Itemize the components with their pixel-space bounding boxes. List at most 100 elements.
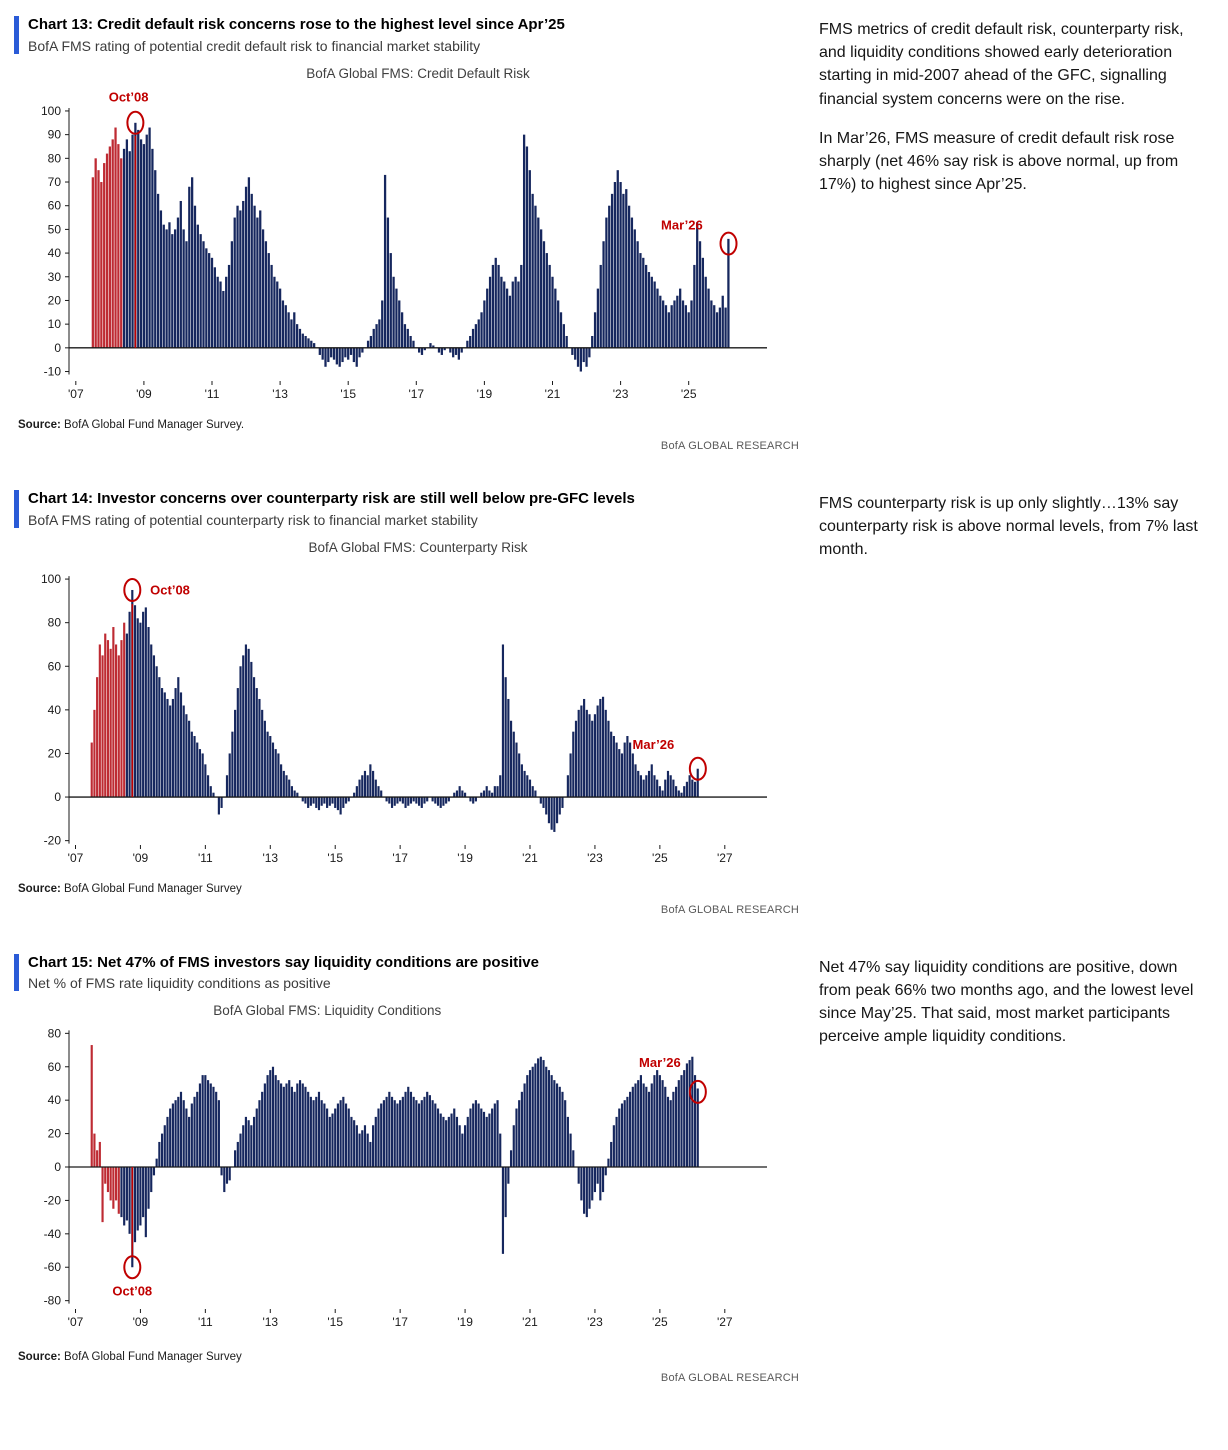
svg-text:0: 0 [54, 790, 61, 804]
chart13-title: Chart 13: Credit default risk concerns r… [28, 16, 565, 33]
svg-text:'23: '23 [587, 851, 603, 865]
chart15-subtitle: Net % of FMS rate liquidity conditions a… [28, 975, 331, 992]
svg-text:20: 20 [48, 746, 62, 760]
chart14-title-group: Chart 14: Investor concerns over counter… [28, 490, 635, 528]
svg-text:-20: -20 [44, 833, 62, 847]
svg-text:'07: '07 [68, 851, 84, 865]
svg-text:'15: '15 [327, 851, 343, 865]
chart13-block: Chart 13: Credit default risk concerns r… [14, 16, 809, 452]
commentary-paragraph: FMS counterparty risk is up only slightl… [819, 494, 1198, 559]
svg-text:Oct’08: Oct’08 [112, 1284, 152, 1299]
svg-text:'27: '27 [717, 1315, 733, 1329]
svg-text:'23: '23 [613, 387, 629, 401]
source-text: BofA Global Fund Manager Survey. [64, 418, 245, 431]
chart13-section: Chart 13: Credit default risk concerns r… [14, 16, 1218, 452]
chart14-source: Source: BofA Global Fund Manager Survey [18, 883, 809, 895]
source-label: Source: [18, 1351, 61, 1364]
chart13-title-group: Chart 13: Credit default risk concerns r… [28, 16, 565, 54]
svg-text:60: 60 [48, 198, 62, 212]
svg-text:70: 70 [48, 175, 62, 189]
source-text: BofA Global Fund Manager Survey [64, 882, 242, 895]
svg-text:'19: '19 [457, 851, 473, 865]
svg-text:'21: '21 [545, 387, 561, 401]
chart14-plot: 100 80 60 40 20 0 -20 '07 '09 '11 '13 '15 '17 '19 '21 '… [41, 540, 767, 865]
svg-text:40: 40 [48, 1093, 62, 1107]
svg-text:60: 60 [48, 659, 62, 673]
chart14-commentary: FMS counterparty risk is up only slightl… [809, 490, 1218, 916]
svg-text:'07: '07 [68, 1315, 84, 1329]
svg-text:'11: '11 [198, 1315, 213, 1329]
svg-text:Mar’26: Mar’26 [633, 737, 675, 752]
chart15-title-group: Chart 15: Net 47% of FMS investors say l… [28, 954, 539, 992]
svg-text:'21: '21 [522, 851, 538, 865]
svg-text:'15: '15 [327, 1315, 343, 1329]
chart14-section: Chart 14: Investor concerns over counter… [14, 489, 1218, 916]
report-page: Chart 13: Credit default risk concerns r… [14, 16, 1218, 1385]
svg-text:'09: '09 [136, 387, 152, 401]
svg-text:'13: '13 [262, 1315, 278, 1329]
svg-text:-60: -60 [44, 1260, 62, 1274]
chart14-title: Chart 14: Investor concerns over counter… [28, 489, 635, 507]
chart15-source: Source: BofA Global Fund Manager Survey [18, 1351, 809, 1363]
svg-text:20: 20 [48, 293, 62, 307]
svg-text:10: 10 [48, 317, 62, 331]
source-text: BofA Global Fund Manager Survey [64, 1351, 242, 1364]
chart13-source: Source: BofA Global Fund Manager Survey. [18, 419, 809, 431]
chart13-commentary: FMS metrics of credit default risk, coun… [809, 16, 1218, 452]
chart14-header: Chart 14: Investor concerns over counter… [14, 489, 809, 528]
title-accent-bar [14, 953, 19, 992]
svg-text:-20: -20 [44, 1194, 62, 1208]
svg-text:Mar’26: Mar’26 [639, 1055, 681, 1070]
svg-text:80: 80 [48, 615, 62, 629]
svg-text:30: 30 [48, 270, 62, 284]
svg-text:40: 40 [48, 702, 62, 716]
title-accent-bar [14, 16, 19, 54]
svg-text:80: 80 [48, 1027, 62, 1041]
commentary-paragraph: Net 47% say liquidity conditions are pos… [819, 958, 1194, 1046]
svg-text:0: 0 [54, 341, 61, 355]
svg-text:'11: '11 [205, 387, 220, 401]
svg-text:'17: '17 [408, 387, 424, 401]
svg-text:20: 20 [48, 1127, 62, 1141]
bars [90, 1045, 699, 1268]
chart15-block: Chart 15: Net 47% of FMS investors say l… [14, 953, 809, 1385]
svg-text:'09: '09 [133, 851, 149, 865]
svg-text:-80: -80 [44, 1294, 62, 1308]
chart15-title: Chart 15: Net 47% of FMS investors say l… [28, 953, 539, 971]
bars [91, 122, 730, 372]
svg-text:'25: '25 [652, 1315, 668, 1329]
svg-text:'21: '21 [522, 1315, 538, 1329]
svg-text:90: 90 [48, 127, 62, 141]
title-accent-bar [14, 489, 19, 528]
svg-text:'17: '17 [392, 851, 408, 865]
svg-text:'25: '25 [652, 851, 668, 865]
commentary-paragraph: In Mar’26, FMS measure of credit default… [819, 129, 1179, 194]
bars [90, 589, 699, 832]
svg-text:'13: '13 [272, 387, 288, 401]
svg-text:'23: '23 [587, 1315, 603, 1329]
svg-text:0: 0 [54, 1160, 61, 1174]
svg-text:'13: '13 [262, 851, 278, 865]
svg-text:Mar’26: Mar’26 [661, 217, 703, 232]
source-label: Source: [18, 418, 61, 431]
svg-text:'17: '17 [392, 1315, 408, 1329]
svg-text:60: 60 [48, 1060, 62, 1074]
svg-text:-10: -10 [44, 364, 62, 378]
chart13-header: Chart 13: Credit default risk concerns r… [14, 16, 809, 54]
svg-text:BofA Global FMS: Liquidity Con: BofA Global FMS: Liquidity Conditions [213, 1003, 441, 1018]
svg-text:'07: '07 [68, 387, 84, 401]
chart15-header: Chart 15: Net 47% of FMS investors say l… [14, 953, 809, 992]
svg-text:BofA Global FMS: Counterparty: BofA Global FMS: Counterparty Risk [308, 540, 527, 555]
svg-text:100: 100 [41, 104, 61, 118]
svg-text:50: 50 [48, 222, 62, 236]
commentary-paragraph: FMS metrics of credit default risk, coun… [819, 21, 1184, 108]
svg-text:'15: '15 [340, 387, 356, 401]
chart15-section: Chart 15: Net 47% of FMS investors say l… [14, 953, 1218, 1385]
svg-text:'11: '11 [198, 851, 213, 865]
svg-text:'19: '19 [477, 387, 493, 401]
svg-text:40: 40 [48, 246, 62, 260]
research-brand: BofA GLOBAL RESEARCH [660, 903, 799, 916]
research-brand: BofA GLOBAL RESEARCH [660, 1372, 799, 1385]
svg-text:'19: '19 [457, 1315, 473, 1329]
svg-text:Oct’08: Oct’08 [109, 89, 149, 104]
